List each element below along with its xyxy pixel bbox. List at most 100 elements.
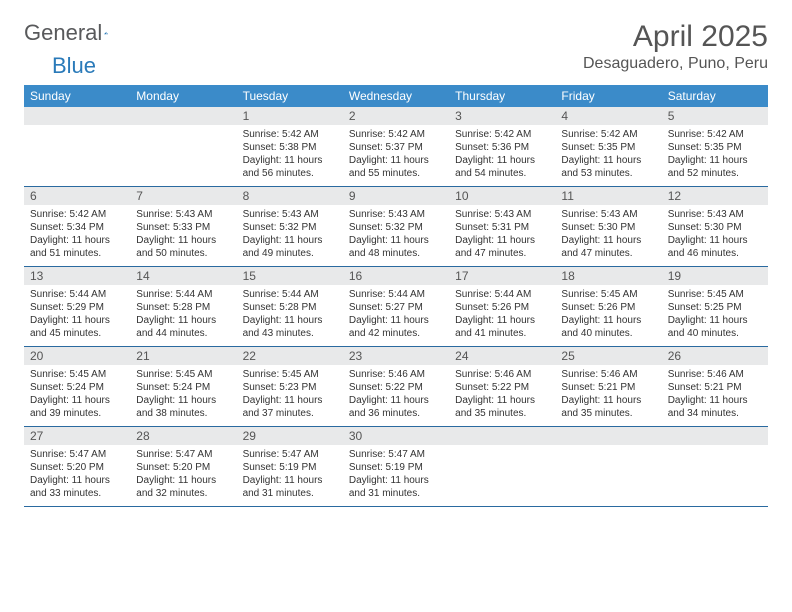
week-row: 6Sunrise: 5:42 AMSunset: 5:34 PMDaylight… <box>24 187 768 267</box>
day-number: 6 <box>24 187 130 205</box>
logo-text-general: General <box>24 20 102 46</box>
day-empty <box>555 427 661 506</box>
day-line: Sunrise: 5:43 AM <box>349 208 443 221</box>
day-line: Sunset: 5:27 PM <box>349 301 443 314</box>
day-line: Sunrise: 5:42 AM <box>668 128 762 141</box>
day-body: Sunrise: 5:47 AMSunset: 5:20 PMDaylight:… <box>24 445 130 506</box>
day-line: Sunset: 5:30 PM <box>668 221 762 234</box>
day-line: Sunrise: 5:42 AM <box>349 128 443 141</box>
day-11: 11Sunrise: 5:43 AMSunset: 5:30 PMDayligh… <box>555 187 661 266</box>
day-line: Sunset: 5:24 PM <box>136 381 230 394</box>
day-line: Daylight: 11 hours and 35 minutes. <box>561 394 655 420</box>
calendar-page: General April 2025 Desaguadero, Puno, Pe… <box>0 0 792 527</box>
day-line: Sunset: 5:21 PM <box>561 381 655 394</box>
day-line: Sunrise: 5:47 AM <box>349 448 443 461</box>
day-number: 7 <box>130 187 236 205</box>
day-7: 7Sunrise: 5:43 AMSunset: 5:33 PMDaylight… <box>130 187 236 266</box>
day-line: Sunrise: 5:42 AM <box>561 128 655 141</box>
day-number: 26 <box>662 347 768 365</box>
week-row: 1Sunrise: 5:42 AMSunset: 5:38 PMDaylight… <box>24 107 768 187</box>
day-number: 24 <box>449 347 555 365</box>
location-text: Desaguadero, Puno, Peru <box>583 55 768 73</box>
day-line: Daylight: 11 hours and 37 minutes. <box>243 394 337 420</box>
title-block: April 2025 Desaguadero, Puno, Peru <box>583 20 768 73</box>
day-line: Sunset: 5:35 PM <box>668 141 762 154</box>
day-17: 17Sunrise: 5:44 AMSunset: 5:26 PMDayligh… <box>449 267 555 346</box>
day-line: Sunrise: 5:44 AM <box>349 288 443 301</box>
day-body: Sunrise: 5:44 AMSunset: 5:29 PMDaylight:… <box>24 285 130 346</box>
day-line: Daylight: 11 hours and 51 minutes. <box>30 234 124 260</box>
day-body: Sunrise: 5:47 AMSunset: 5:19 PMDaylight:… <box>237 445 343 506</box>
day-line: Sunset: 5:29 PM <box>30 301 124 314</box>
day-line: Daylight: 11 hours and 42 minutes. <box>349 314 443 340</box>
day-line: Sunrise: 5:42 AM <box>243 128 337 141</box>
day-2: 2Sunrise: 5:42 AMSunset: 5:37 PMDaylight… <box>343 107 449 186</box>
day-body: Sunrise: 5:46 AMSunset: 5:22 PMDaylight:… <box>343 365 449 426</box>
weeks-container: 1Sunrise: 5:42 AMSunset: 5:38 PMDaylight… <box>24 107 768 507</box>
day-number <box>24 107 130 125</box>
weekday-header-row: SundayMondayTuesdayWednesdayThursdayFrid… <box>24 85 768 107</box>
day-line: Daylight: 11 hours and 36 minutes. <box>349 394 443 420</box>
weekday-saturday: Saturday <box>662 85 768 107</box>
day-line: Sunrise: 5:42 AM <box>455 128 549 141</box>
day-line: Daylight: 11 hours and 31 minutes. <box>349 474 443 500</box>
day-5: 5Sunrise: 5:42 AMSunset: 5:35 PMDaylight… <box>662 107 768 186</box>
day-body: Sunrise: 5:43 AMSunset: 5:30 PMDaylight:… <box>555 205 661 266</box>
day-line: Sunrise: 5:46 AM <box>668 368 762 381</box>
day-4: 4Sunrise: 5:42 AMSunset: 5:35 PMDaylight… <box>555 107 661 186</box>
day-number: 17 <box>449 267 555 285</box>
day-line: Sunset: 5:19 PM <box>243 461 337 474</box>
day-line: Daylight: 11 hours and 46 minutes. <box>668 234 762 260</box>
day-number <box>130 107 236 125</box>
day-number: 25 <box>555 347 661 365</box>
day-number: 3 <box>449 107 555 125</box>
day-body: Sunrise: 5:46 AMSunset: 5:21 PMDaylight:… <box>555 365 661 426</box>
day-line: Sunrise: 5:46 AM <box>561 368 655 381</box>
day-line: Sunrise: 5:45 AM <box>136 368 230 381</box>
day-line: Sunrise: 5:44 AM <box>243 288 337 301</box>
day-body: Sunrise: 5:47 AMSunset: 5:20 PMDaylight:… <box>130 445 236 506</box>
day-line: Sunrise: 5:45 AM <box>30 368 124 381</box>
day-line: Sunset: 5:31 PM <box>455 221 549 234</box>
day-number: 2 <box>343 107 449 125</box>
day-10: 10Sunrise: 5:43 AMSunset: 5:31 PMDayligh… <box>449 187 555 266</box>
day-30: 30Sunrise: 5:47 AMSunset: 5:19 PMDayligh… <box>343 427 449 506</box>
day-body: Sunrise: 5:45 AMSunset: 5:25 PMDaylight:… <box>662 285 768 346</box>
day-number: 1 <box>237 107 343 125</box>
day-body: Sunrise: 5:44 AMSunset: 5:27 PMDaylight:… <box>343 285 449 346</box>
day-6: 6Sunrise: 5:42 AMSunset: 5:34 PMDaylight… <box>24 187 130 266</box>
day-number: 15 <box>237 267 343 285</box>
day-line: Sunrise: 5:43 AM <box>561 208 655 221</box>
day-13: 13Sunrise: 5:44 AMSunset: 5:29 PMDayligh… <box>24 267 130 346</box>
day-line: Daylight: 11 hours and 56 minutes. <box>243 154 337 180</box>
day-line: Sunset: 5:20 PM <box>136 461 230 474</box>
day-15: 15Sunrise: 5:44 AMSunset: 5:28 PMDayligh… <box>237 267 343 346</box>
day-line: Daylight: 11 hours and 32 minutes. <box>136 474 230 500</box>
day-line: Sunrise: 5:45 AM <box>243 368 337 381</box>
day-line: Daylight: 11 hours and 34 minutes. <box>668 394 762 420</box>
day-14: 14Sunrise: 5:44 AMSunset: 5:28 PMDayligh… <box>130 267 236 346</box>
day-line: Daylight: 11 hours and 33 minutes. <box>30 474 124 500</box>
day-number: 12 <box>662 187 768 205</box>
logo: General <box>24 20 128 46</box>
day-number: 11 <box>555 187 661 205</box>
day-line: Daylight: 11 hours and 41 minutes. <box>455 314 549 340</box>
day-body: Sunrise: 5:45 AMSunset: 5:23 PMDaylight:… <box>237 365 343 426</box>
day-line: Daylight: 11 hours and 44 minutes. <box>136 314 230 340</box>
day-line: Sunrise: 5:42 AM <box>30 208 124 221</box>
day-line: Sunset: 5:26 PM <box>561 301 655 314</box>
day-line: Daylight: 11 hours and 31 minutes. <box>243 474 337 500</box>
day-body <box>662 445 768 503</box>
day-body: Sunrise: 5:43 AMSunset: 5:30 PMDaylight:… <box>662 205 768 266</box>
weekday-tuesday: Tuesday <box>237 85 343 107</box>
day-line: Sunrise: 5:46 AM <box>349 368 443 381</box>
day-number: 28 <box>130 427 236 445</box>
day-line: Sunrise: 5:47 AM <box>136 448 230 461</box>
day-body: Sunrise: 5:43 AMSunset: 5:31 PMDaylight:… <box>449 205 555 266</box>
day-line: Sunrise: 5:44 AM <box>30 288 124 301</box>
day-number: 14 <box>130 267 236 285</box>
day-number: 22 <box>237 347 343 365</box>
day-line: Sunrise: 5:45 AM <box>561 288 655 301</box>
day-body: Sunrise: 5:42 AMSunset: 5:37 PMDaylight:… <box>343 125 449 186</box>
day-line: Daylight: 11 hours and 35 minutes. <box>455 394 549 420</box>
